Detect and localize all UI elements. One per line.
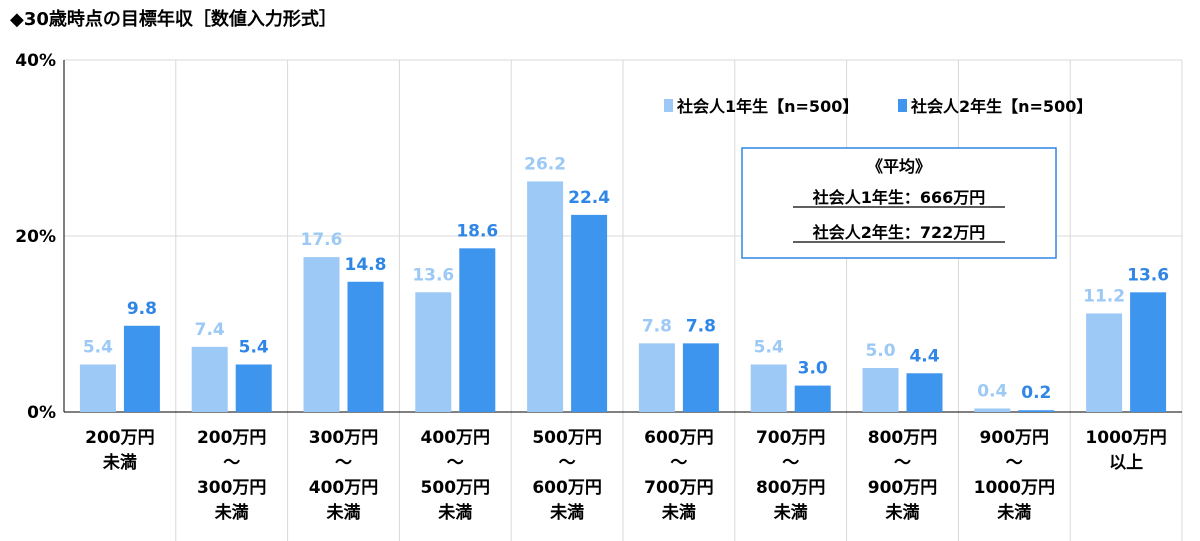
x-tick-label: 未満	[214, 502, 249, 523]
average-text: 社会人1年生：666万円	[812, 188, 986, 207]
x-tick-label: 未満	[885, 502, 920, 523]
x-tick-label: 300万円	[309, 428, 379, 448]
data-label: 11.2	[1083, 286, 1125, 306]
x-tick-label: 900万円	[868, 478, 938, 498]
x-tick-label: 未満	[773, 502, 808, 523]
x-tick-label: ～	[335, 453, 352, 473]
x-tick-label: 未満	[437, 502, 472, 523]
x-tick-label: 未満	[326, 502, 361, 523]
x-tick-label: 以上	[1109, 453, 1143, 473]
x-tick-label: ～	[559, 453, 576, 473]
x-tick-label: ～	[223, 453, 240, 473]
data-label: 26.2	[524, 154, 566, 174]
y-tick-label: 0%	[27, 403, 56, 423]
bar-2	[459, 248, 496, 412]
bar-2	[1130, 292, 1167, 412]
x-tick-label: 900万円	[980, 428, 1050, 448]
bar-1	[750, 364, 787, 412]
x-tick-label: 1000万円	[974, 478, 1055, 498]
data-label: 9.8	[127, 299, 157, 319]
x-tick-label: ～	[782, 453, 799, 473]
x-tick-label: 800万円	[868, 428, 938, 448]
bar-1	[415, 292, 452, 412]
data-label: 13.6	[1127, 265, 1169, 285]
x-tick-label: 200万円	[85, 428, 155, 448]
x-tick-label: 700万円	[756, 428, 826, 448]
x-tick-label: ～	[1006, 453, 1023, 473]
legend-swatch	[664, 99, 673, 112]
bar-2	[123, 325, 160, 412]
data-label: 0.2	[1021, 383, 1051, 403]
y-tick-label: 20%	[15, 227, 56, 247]
x-tick-label: ～	[894, 453, 911, 473]
bar-2	[906, 373, 943, 412]
bar-2	[347, 281, 384, 412]
x-tick-label: 未満	[549, 502, 584, 523]
chart-title: ◆30歳時点の目標年収［数値入力形式］	[10, 8, 337, 30]
data-label: 22.4	[568, 188, 610, 208]
data-label: 14.8	[345, 255, 387, 275]
data-label: 0.4	[977, 381, 1007, 401]
legend-swatch	[898, 99, 907, 112]
data-label: 5.0	[865, 341, 895, 361]
bar-1	[638, 343, 675, 412]
x-tick-label: 700万円	[644, 478, 714, 498]
data-label: 13.6	[412, 265, 454, 285]
bar-2	[235, 364, 272, 412]
bar-1	[1086, 313, 1123, 412]
bar-1	[303, 257, 340, 412]
data-label: 18.6	[456, 221, 498, 241]
average-box	[741, 147, 1057, 259]
data-label: 7.8	[686, 316, 716, 336]
x-tick-label: 400万円	[421, 428, 491, 448]
bar-2	[571, 214, 608, 412]
x-tick-label: 500万円	[532, 428, 602, 448]
x-tick-label: 200万円	[197, 428, 267, 448]
x-tick-label: 600万円	[532, 478, 602, 498]
x-tick-label: 1000万円	[1085, 428, 1166, 448]
x-tick-label: 未満	[996, 502, 1031, 523]
data-label: 5.4	[239, 337, 269, 357]
bar-1	[974, 408, 1011, 412]
y-tick-label: 40%	[15, 51, 56, 71]
legend-label: 社会人2年生【n=500】	[910, 97, 1092, 116]
bar-2	[682, 343, 719, 412]
x-tick-label: 400万円	[309, 478, 379, 498]
x-tick-label: ～	[447, 453, 464, 473]
x-tick-label: 800万円	[756, 478, 826, 498]
data-label: 5.4	[83, 337, 113, 357]
x-tick-label: 未満	[661, 502, 696, 523]
x-tick-label: 未満	[102, 452, 137, 473]
average-text: 《平均》	[867, 157, 931, 176]
x-tick-label: 300万円	[197, 478, 267, 498]
bar-1	[191, 346, 228, 412]
x-tick-label: ～	[670, 453, 687, 473]
bar-1	[79, 364, 116, 412]
bar-1	[527, 181, 564, 412]
data-label: 7.8	[642, 316, 672, 336]
bar-1	[862, 368, 899, 412]
x-tick-label: 600万円	[644, 428, 714, 448]
data-label: 5.4	[754, 337, 784, 357]
bar-2	[1018, 410, 1055, 412]
bar-2	[794, 385, 831, 412]
data-label: 7.4	[195, 320, 225, 340]
data-label: 4.4	[909, 346, 939, 366]
average-text: 社会人2年生：722万円	[812, 223, 986, 242]
data-label: 3.0	[798, 359, 828, 379]
legend-label: 社会人1年生【n=500】	[676, 97, 858, 116]
x-tick-label: 500万円	[421, 478, 491, 498]
data-label: 17.6	[301, 230, 343, 250]
